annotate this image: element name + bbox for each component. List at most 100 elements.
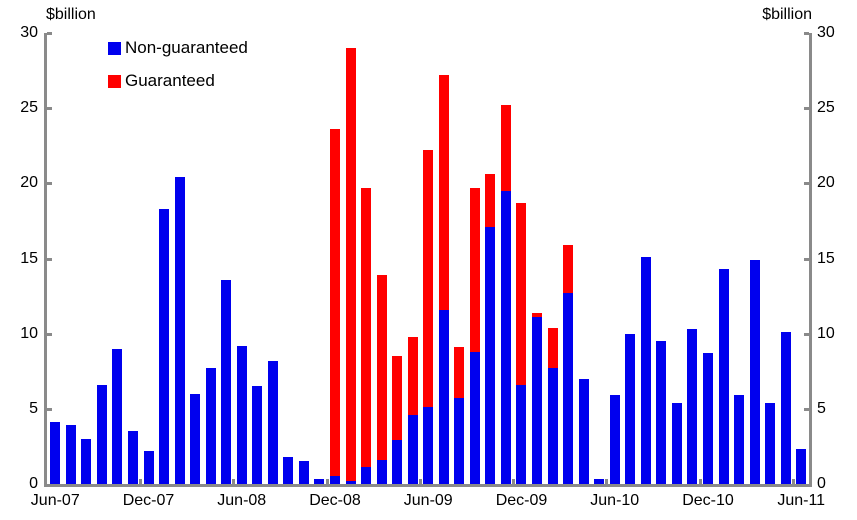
bar-segment-non-guaranteed <box>96 384 107 484</box>
bar-segment-non-guaranteed <box>298 461 309 484</box>
x-tick <box>605 479 609 484</box>
y-axis-label-left: 25 <box>20 99 38 117</box>
y-tick-right <box>804 32 809 35</box>
bar-segment-non-guaranteed <box>532 317 543 484</box>
bar-segment-non-guaranteed <box>392 440 403 484</box>
y-axis-label-left: 30 <box>20 24 38 41</box>
bar-segment-non-guaranteed <box>796 449 807 484</box>
bar-segment-non-guaranteed <box>469 351 480 484</box>
bar-segment-non-guaranteed <box>314 479 325 484</box>
bar-segment-non-guaranteed <box>640 256 651 484</box>
x-axis-label: Jun-10 <box>590 492 640 509</box>
y-axis-unit-label-left: $billion <box>46 6 96 23</box>
bar-segment-guaranteed <box>516 202 527 385</box>
y-tick-left <box>47 257 52 261</box>
bar-segment-non-guaranteed <box>65 425 76 484</box>
bar-segment-non-guaranteed <box>780 332 791 484</box>
bar-segment-non-guaranteed <box>81 438 92 484</box>
bar-segment-guaranteed <box>407 336 418 415</box>
y-axis-label-left: 15 <box>20 249 38 267</box>
bar-segment-non-guaranteed <box>687 329 698 484</box>
bar-segment-guaranteed <box>532 312 543 318</box>
y-axis-label-right: 30 <box>817 24 835 41</box>
bar-segment-non-guaranteed <box>671 402 682 484</box>
bar-segment-non-guaranteed <box>407 414 418 484</box>
bar-segment-guaranteed <box>392 356 403 441</box>
legend: Non-guaranteed Guaranteed <box>108 38 248 104</box>
bar-segment-non-guaranteed <box>205 368 216 484</box>
y-tick-left <box>47 32 52 35</box>
bar-segment-non-guaranteed <box>423 407 434 484</box>
y-tick-right <box>804 332 809 336</box>
y-tick-left <box>47 182 52 186</box>
bar-segment-non-guaranteed <box>765 402 776 484</box>
bar-segment-guaranteed <box>376 275 387 460</box>
bar-segment-non-guaranteed <box>376 459 387 484</box>
bar-segment-non-guaranteed <box>112 348 123 484</box>
x-axis-label: Jun-09 <box>403 492 453 509</box>
bar-segment-non-guaranteed <box>143 450 154 484</box>
bar-segment-guaranteed <box>563 244 574 294</box>
y-axis-label-right: 25 <box>817 99 835 117</box>
y-axis-label-left: 10 <box>20 324 38 342</box>
y-tick-right <box>804 407 809 411</box>
x-tick <box>698 479 702 484</box>
bar-segment-non-guaranteed <box>656 341 667 484</box>
y-axis-label-right: 0 <box>817 475 826 492</box>
y-axis-right <box>809 33 812 487</box>
bar-segment-non-guaranteed <box>345 480 356 484</box>
bar-segment-non-guaranteed <box>190 393 201 484</box>
bar-segment-non-guaranteed <box>454 398 465 484</box>
bar-segment-non-guaranteed <box>625 333 636 484</box>
bar-segment-guaranteed <box>469 187 480 352</box>
bar-segment-non-guaranteed <box>516 384 527 484</box>
x-tick <box>512 479 516 484</box>
x-tick <box>139 479 143 484</box>
bar-segment-non-guaranteed <box>252 386 263 484</box>
bar-segment-guaranteed <box>438 75 449 310</box>
bar-segment-guaranteed <box>423 150 434 408</box>
bar-segment-non-guaranteed <box>127 431 138 484</box>
bar-segment-non-guaranteed <box>267 360 278 484</box>
x-axis-label: Jun-07 <box>30 492 80 509</box>
x-tick <box>418 479 422 484</box>
bar-segment-non-guaranteed <box>609 395 620 484</box>
bar-segment-guaranteed <box>330 129 340 477</box>
bar-segment-non-guaranteed <box>330 476 340 484</box>
y-tick-right <box>804 257 809 261</box>
bar-segment-non-guaranteed <box>361 467 372 484</box>
bar-segment-guaranteed <box>345 48 356 481</box>
y-tick-right <box>804 182 809 186</box>
bar-segment-non-guaranteed <box>50 422 61 484</box>
bar-segment-guaranteed <box>454 347 465 399</box>
x-axis-label: Jun-11 <box>777 492 826 509</box>
y-axis-label-right: 10 <box>817 324 835 342</box>
x-tick <box>791 479 795 484</box>
y-axis-label-left: 20 <box>20 174 38 192</box>
x-axis-label: Jun-08 <box>217 492 267 509</box>
bar-segment-guaranteed <box>547 327 558 369</box>
y-tick-left <box>47 332 52 336</box>
bar-segment-non-guaranteed <box>578 378 589 484</box>
y-tick-right <box>804 107 809 111</box>
bar-segment-guaranteed <box>500 105 511 191</box>
bar-segment-non-guaranteed <box>734 395 745 484</box>
y-axis-label-right: 20 <box>817 174 835 192</box>
bar-segment-guaranteed <box>485 174 496 227</box>
legend-item-non-guaranteed: Non-guaranteed <box>108 38 248 58</box>
y-axis-label-right: 5 <box>817 399 826 417</box>
bar-segment-non-guaranteed <box>594 479 605 484</box>
bar-segment-non-guaranteed <box>174 177 185 484</box>
y-axis-label-left: 0 <box>29 475 38 492</box>
legend-label-non-guaranteed: Non-guaranteed <box>125 38 248 57</box>
bar-segment-non-guaranteed <box>485 226 496 484</box>
bar-segment-non-guaranteed <box>438 309 449 484</box>
x-axis-label: Dec-09 <box>495 492 548 509</box>
y-tick-left <box>47 107 52 111</box>
x-axis-label: Dec-08 <box>309 492 361 509</box>
bar-segment-non-guaranteed <box>236 345 247 484</box>
x-tick <box>232 479 236 484</box>
y-axis-unit-label-right: $billion <box>762 6 812 23</box>
y-axis-left <box>44 33 47 487</box>
